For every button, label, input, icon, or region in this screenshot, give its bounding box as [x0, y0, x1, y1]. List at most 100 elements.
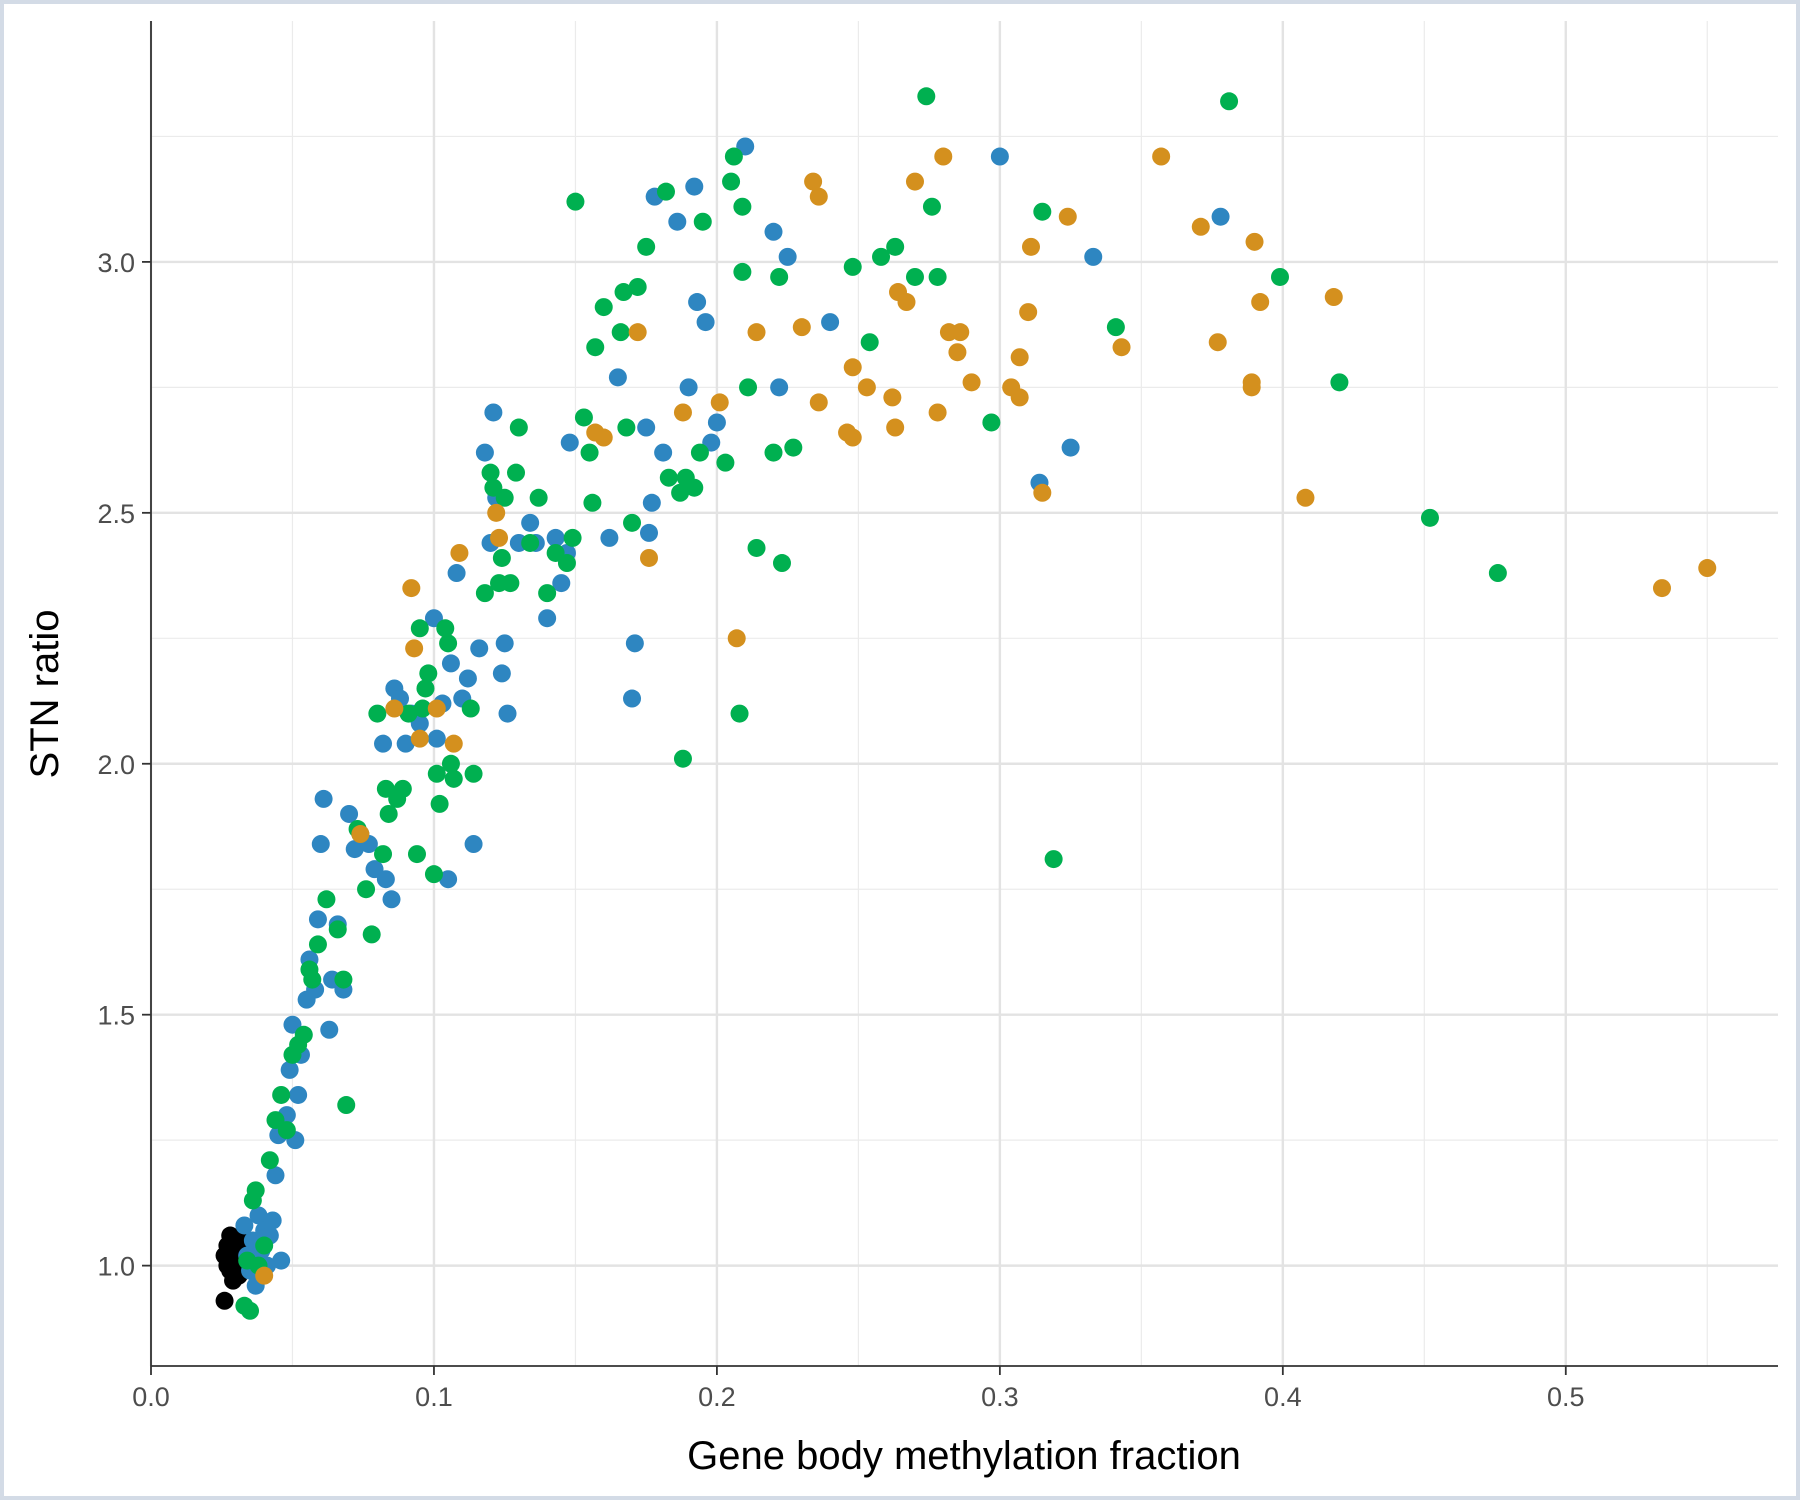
data-point — [637, 418, 656, 437]
x-tick-label: 0.1 — [415, 1382, 453, 1412]
data-point — [439, 634, 458, 653]
data-point — [962, 373, 981, 392]
data-point — [235, 1216, 254, 1235]
data-point — [1330, 373, 1349, 392]
data-point — [897, 293, 916, 312]
data-point — [733, 262, 752, 281]
data-point — [688, 293, 707, 312]
data-point — [529, 488, 548, 507]
data-point — [495, 634, 514, 653]
data-point — [764, 222, 783, 241]
x-tick-label: 0.0 — [132, 1382, 170, 1412]
data-point — [521, 513, 540, 532]
grid-major — [149, 21, 1778, 1366]
data-point — [308, 935, 327, 954]
data-point — [484, 403, 503, 422]
data-point — [255, 1266, 274, 1285]
data-point — [385, 699, 404, 718]
data-point — [1152, 147, 1171, 166]
data-point — [481, 463, 500, 482]
data-point — [308, 910, 327, 929]
data-point — [1021, 237, 1040, 256]
data-point — [407, 845, 426, 864]
figure: 0.0 0.1 0.2 0.3 0.4 0.5 1.0 1.5 2.0 2.5 3.0 Gene … — [4, 4, 1796, 1496]
data-point — [739, 378, 758, 397]
data-point — [843, 358, 862, 377]
data-point — [770, 267, 789, 286]
data-point — [441, 754, 460, 773]
data-point — [1112, 338, 1131, 357]
data-point — [990, 147, 1009, 166]
data-point — [673, 403, 692, 422]
data-point — [374, 845, 393, 864]
data-point — [608, 368, 627, 387]
data-point — [1211, 207, 1230, 226]
data-point — [492, 664, 511, 683]
data-point — [685, 478, 704, 497]
data-point — [289, 1085, 308, 1104]
data-point — [640, 548, 659, 567]
data-point — [1652, 579, 1671, 598]
data-point — [693, 212, 712, 231]
data-point — [241, 1301, 260, 1320]
data-point — [487, 503, 506, 522]
data-point — [557, 554, 576, 573]
data-point — [1245, 232, 1264, 251]
data-point — [860, 333, 879, 352]
data-point — [733, 197, 752, 216]
data-point — [637, 237, 656, 256]
y-tick-label: 2.5 — [97, 499, 135, 529]
data-point — [747, 323, 766, 342]
data-point — [272, 1251, 291, 1270]
data-point — [501, 574, 520, 593]
data-point — [747, 538, 766, 557]
data-point — [883, 388, 902, 407]
data-point — [1488, 564, 1507, 583]
data-point — [303, 970, 322, 989]
x-axis-ticks: 0.0 0.1 0.2 0.3 0.4 0.5 — [132, 1366, 1585, 1412]
data-point — [843, 428, 862, 447]
data-point — [690, 443, 709, 462]
data-point — [538, 609, 557, 628]
data-point — [872, 247, 891, 266]
y-axis-ticks: 1.0 1.5 2.0 2.5 3.0 — [97, 248, 151, 1282]
scatter-chart: 0.0 0.1 0.2 0.3 0.4 0.5 1.0 1.5 2.0 2.5 3.0 Gene … — [23, 21, 1778, 1478]
data-point — [710, 393, 729, 412]
data-point — [905, 172, 924, 191]
data-point — [656, 182, 675, 201]
x-tick-label: 0.4 — [1264, 1382, 1302, 1412]
data-point — [1191, 217, 1210, 236]
data-point — [521, 533, 540, 552]
data-point — [886, 237, 905, 256]
data-point — [623, 513, 642, 532]
data-point — [716, 453, 735, 472]
data-point — [362, 925, 381, 944]
data-point — [724, 147, 743, 166]
data-point — [444, 734, 463, 753]
data-point — [574, 408, 593, 427]
data-point — [778, 247, 797, 266]
data-point — [399, 704, 418, 723]
data-point — [410, 619, 429, 638]
data-point — [628, 323, 647, 342]
data-point — [560, 433, 579, 452]
data-point — [654, 443, 673, 462]
data-point — [272, 1085, 291, 1104]
data-point — [1010, 388, 1029, 407]
data-point — [628, 277, 647, 296]
data-point — [439, 870, 458, 889]
data-point — [784, 438, 803, 457]
data-point — [320, 1020, 339, 1039]
data-point — [1061, 438, 1080, 457]
data-point — [464, 835, 483, 854]
data-point — [410, 729, 429, 748]
data-point — [416, 679, 435, 698]
data-point — [772, 554, 791, 573]
data-point — [396, 734, 415, 753]
data-point — [1033, 483, 1052, 502]
data-point — [614, 283, 633, 302]
data-point — [1251, 293, 1270, 312]
data-point — [982, 413, 1001, 432]
data-point — [402, 579, 421, 598]
data-point — [492, 548, 511, 567]
